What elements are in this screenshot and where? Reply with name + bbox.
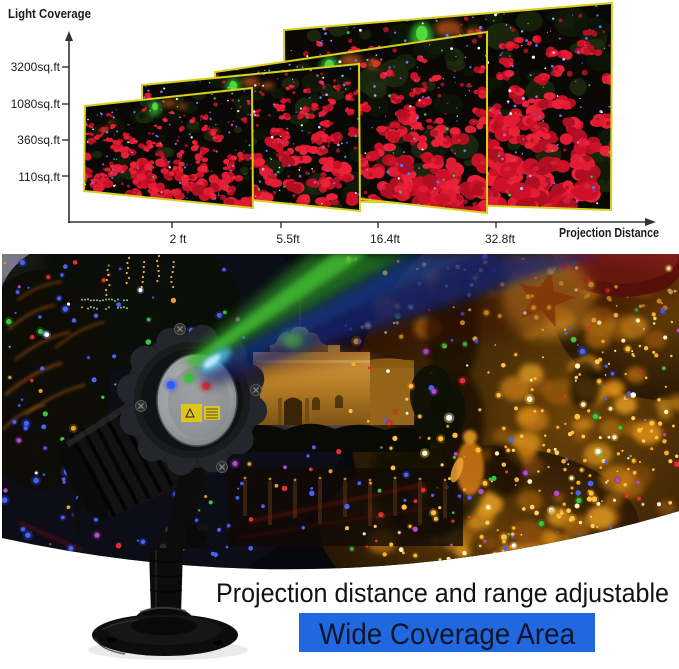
svg-text:360sq.ft: 360sq.ft [17, 133, 60, 147]
svg-text:1080sq.ft: 1080sq.ft [11, 97, 61, 111]
svg-text:Projection distance and range: Projection distance and range adjustable [216, 578, 669, 608]
svg-text:32.8ft: 32.8ft [485, 232, 516, 246]
svg-text:2 ft: 2 ft [170, 232, 187, 246]
svg-text:5.5ft: 5.5ft [276, 232, 300, 246]
svg-text:3200sq.ft: 3200sq.ft [11, 60, 61, 74]
svg-text:Projection Distance: Projection Distance [559, 226, 659, 240]
svg-text:Light Coverage: Light Coverage [8, 6, 91, 21]
svg-text:Wide Coverage Area: Wide Coverage Area [319, 618, 575, 651]
svg-text:110sq.ft: 110sq.ft [18, 170, 60, 184]
svg-text:16.4ft: 16.4ft [370, 232, 401, 246]
